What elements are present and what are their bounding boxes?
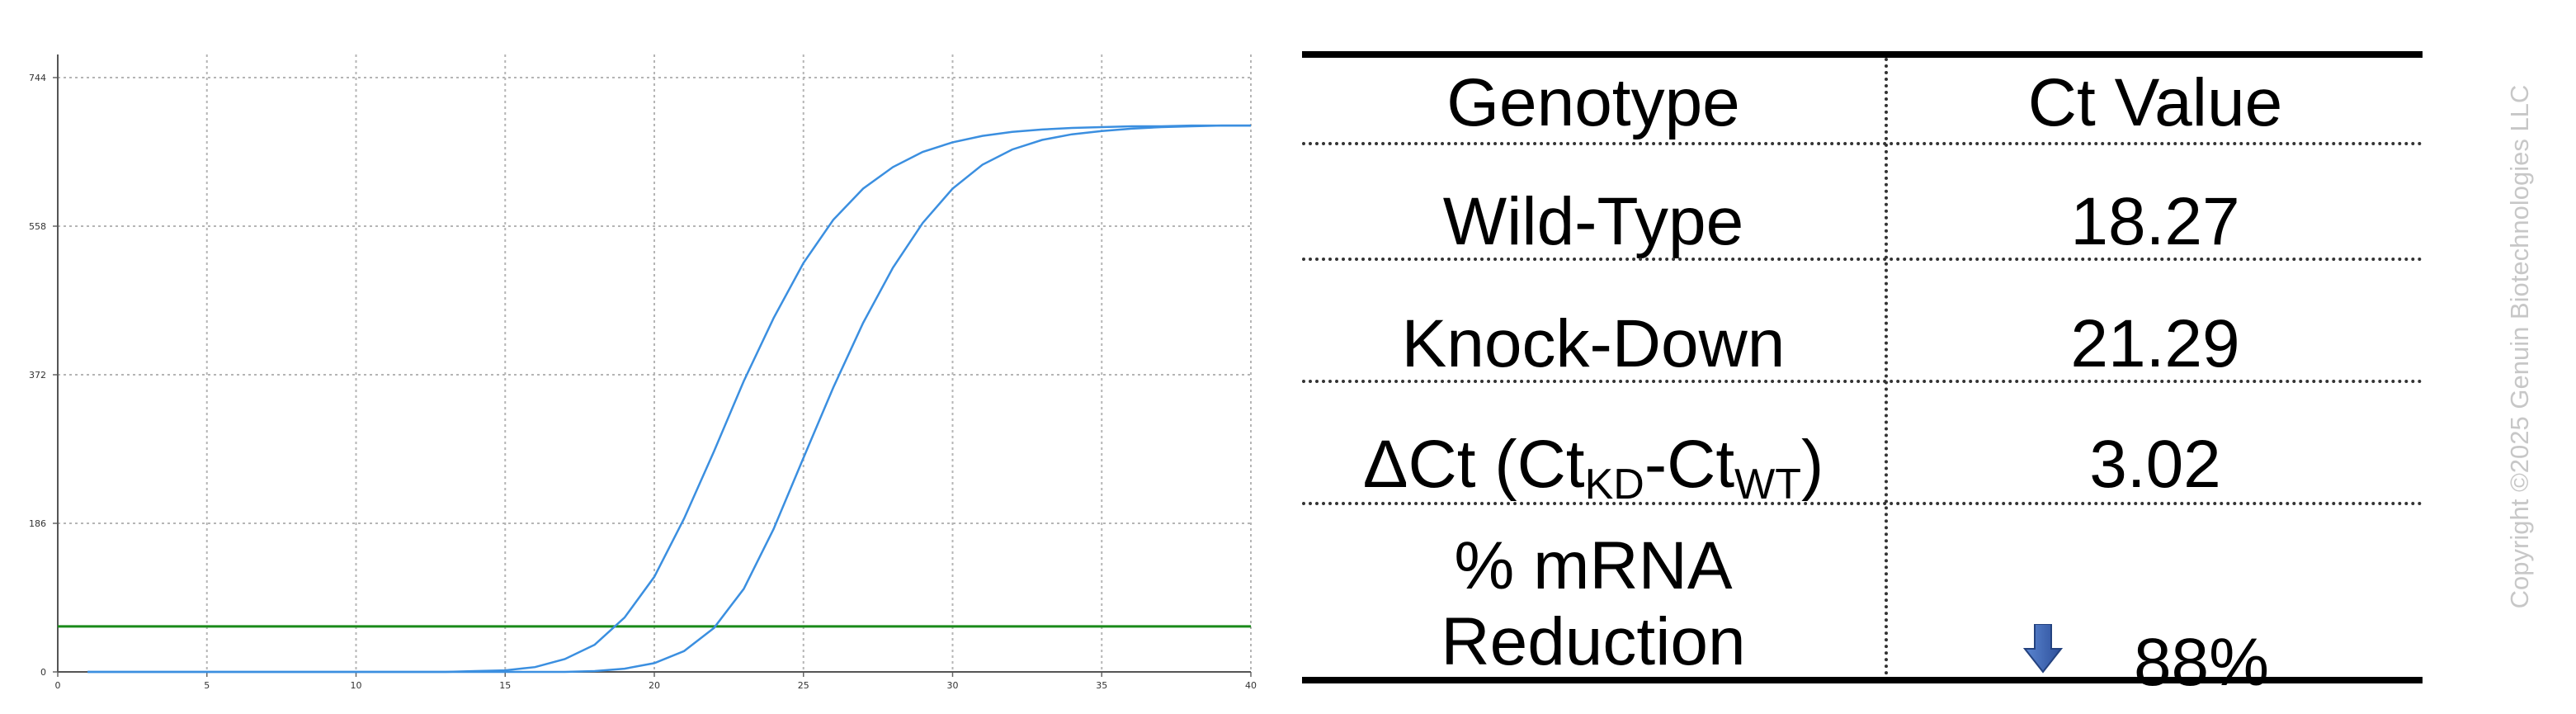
amplification-curve-1 (87, 124, 1251, 674)
table-top-rule (1302, 51, 2423, 58)
delta-ct-mid: -Ct (1644, 427, 1735, 502)
delta-ct-sub-wt: WT (1734, 461, 1801, 508)
delta-ct-label: ΔCt (CtKD-CtWT) (1302, 431, 1885, 508)
ct-value-table: Genotype Ct Value Wild-Type 18.27 Knock-… (1302, 51, 2423, 697)
column-divider (1885, 58, 1888, 682)
y-tick-label: 186 (29, 518, 46, 529)
y-tick-label: 372 (29, 370, 46, 381)
wild-type-label: Wild-Type (1442, 184, 1744, 259)
y-tick-label: 558 (29, 221, 46, 232)
x-tick-label: 20 (649, 680, 660, 691)
row-divider (1302, 258, 2423, 261)
mrna-reduction-value: 88% (2133, 625, 2270, 700)
down-arrow-icon (2023, 624, 2063, 674)
row-divider (1302, 380, 2423, 383)
table-bottom-rule (1302, 677, 2423, 683)
knock-down-ct: 21.29 (2070, 306, 2240, 381)
header-ct-value: Ct Value (2027, 65, 2283, 140)
header-genotype: Genotype (1446, 65, 1740, 140)
x-tick-label: 10 (351, 680, 362, 691)
mrna-reduction-label: % mRNA Reduction (1302, 528, 1885, 680)
x-tick-label: 30 (947, 680, 959, 691)
x-tick-label: 40 (1245, 680, 1257, 691)
amplification-plot: 0 5 10 15 20 25 30 35 40 0 186 372 558 744 (29, 54, 1257, 691)
x-tick-label: 15 (499, 680, 511, 691)
delta-ct-suffix: ) (1800, 427, 1824, 502)
amplification-curve-2 (87, 124, 1251, 674)
delta-ct-value: 3.02 (2089, 427, 2221, 502)
mrna-reduction-line2: Reduction (1441, 604, 1746, 679)
x-tick-label: 5 (204, 680, 210, 691)
knock-down-label: Knock-Down (1401, 306, 1786, 381)
row-divider (1302, 502, 2423, 505)
header-divider (1302, 142, 2423, 145)
mrna-reduction-line1: % mRNA (1454, 528, 1733, 603)
x-tick-label: 0 (55, 680, 61, 691)
delta-ct-prefix: ΔCt (Ct (1362, 427, 1585, 502)
x-tick-label: 35 (1096, 680, 1107, 691)
copyright-notice: Copyright ©2025 Genuin Biotechnologies L… (2505, 84, 2534, 609)
delta-ct-sub-kd: KD (1584, 461, 1644, 508)
x-tick-label: 25 (798, 680, 809, 691)
wild-type-ct: 18.27 (2070, 184, 2240, 259)
amplification-chart: 0 5 10 15 20 25 30 35 40 0 186 372 558 744 (0, 0, 1287, 714)
y-tick-label: 744 (29, 73, 46, 83)
y-tick-label: 0 (40, 667, 46, 678)
